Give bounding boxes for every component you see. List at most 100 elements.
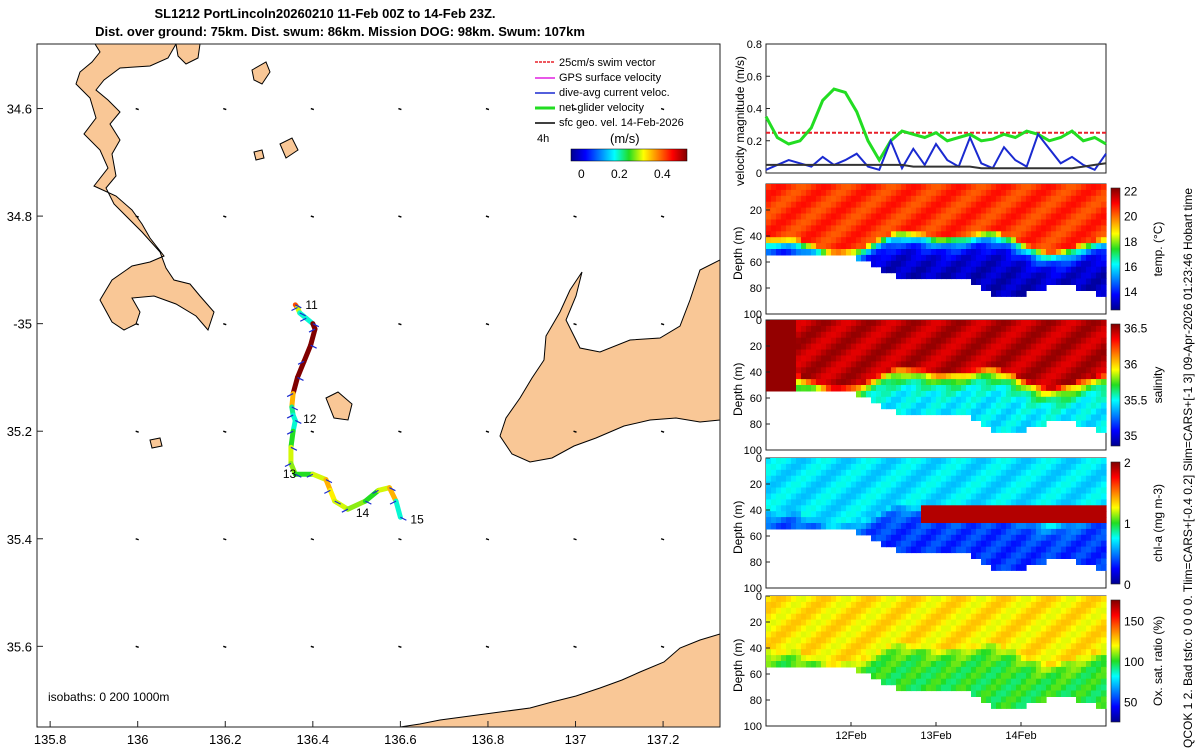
section-cell: [1076, 546, 1082, 554]
section-cell: [811, 325, 817, 333]
section-cell: [856, 596, 862, 603]
section-cell: [1001, 528, 1007, 536]
section-cell: [786, 207, 792, 215]
section-cell: [1011, 613, 1017, 621]
section-cell: [901, 528, 907, 536]
section-cell: [1101, 390, 1107, 398]
section-cell: [791, 481, 797, 489]
section-cell: [796, 596, 802, 603]
section-cell: [796, 207, 802, 215]
section-cell: [926, 475, 932, 483]
section-cell: [886, 511, 892, 518]
section-cell: [906, 361, 912, 368]
section-cell: [971, 684, 977, 692]
section-cell: [1041, 672, 1047, 680]
section-cell: [941, 607, 947, 615]
section-cell: [881, 505, 887, 512]
section-cell: [1051, 231, 1057, 238]
section-cell: [1071, 499, 1077, 506]
section-cell: [1086, 225, 1092, 232]
section-cell: [896, 402, 902, 410]
section-cell: [1086, 517, 1092, 524]
section-cell: [831, 511, 837, 518]
section-cell: [931, 361, 937, 368]
section-cell: [991, 367, 997, 374]
section-cell: [1091, 402, 1097, 410]
section-colorbar: [1110, 461, 1121, 585]
section-cell: [1031, 487, 1037, 494]
section-cell: [1031, 325, 1037, 333]
section-cell: [861, 649, 867, 656]
section-cell: [966, 487, 972, 494]
section-cell: [981, 254, 987, 262]
section-cell: [916, 481, 922, 489]
section-cell: [986, 213, 992, 220]
section-cell: [916, 254, 922, 262]
section-cell: [981, 396, 987, 404]
section-cell: [1081, 260, 1087, 268]
section-cell: [1096, 213, 1102, 220]
section-cell: [1041, 684, 1047, 692]
section-cell: [1051, 349, 1057, 356]
section-cell: [1086, 499, 1092, 506]
section-cell: [1026, 487, 1032, 494]
section-cell: [1081, 552, 1087, 559]
section-cell: [896, 540, 902, 548]
section-cell: [921, 643, 927, 650]
section-cell: [986, 552, 992, 559]
section-cell: [926, 367, 932, 374]
section-cell: [991, 625, 997, 632]
section-cell: [1006, 284, 1012, 291]
section-cell: [941, 661, 947, 668]
section-cell: [1016, 414, 1022, 421]
section-cell: [836, 619, 842, 627]
section-cell: [776, 631, 782, 638]
section-cell: [911, 666, 917, 674]
section-cell: [1006, 511, 1012, 518]
section-cell: [886, 254, 892, 262]
section-cell: [971, 552, 977, 559]
section-cell: [1036, 696, 1042, 703]
sfc-geo-arrow: [310, 107, 315, 111]
section-cell: [991, 702, 997, 709]
section-cell: [906, 219, 912, 226]
section-cell: [1036, 379, 1042, 386]
section-cell: [1081, 475, 1087, 483]
section-cell: [911, 678, 917, 686]
section-cell: [901, 619, 907, 627]
section-cell: [1016, 408, 1022, 416]
section-cell: [951, 225, 957, 232]
day-label: 12: [303, 412, 317, 426]
section-cell: [806, 243, 812, 250]
section-cell: [901, 408, 907, 416]
section-cell: [1016, 337, 1022, 345]
dive-avg-current-arrow: [341, 508, 349, 513]
section-cell: [776, 475, 782, 483]
section-cell: [951, 367, 957, 374]
section-cell: [1036, 367, 1042, 374]
section-cell: [766, 325, 772, 333]
section-cell: [976, 601, 982, 609]
section-cell: [1021, 546, 1027, 554]
section-cell: [926, 254, 932, 262]
section-cell: [1041, 337, 1047, 345]
section-cell: [1006, 678, 1012, 686]
section-cell: [1016, 373, 1022, 380]
section-cell: [926, 625, 932, 632]
colorbar-label: Ox. sat. ratio (%): [1151, 616, 1165, 706]
section-cell: [816, 184, 822, 191]
section-cell: [1026, 243, 1032, 250]
section-cell: [826, 343, 832, 351]
section-cell: [856, 249, 862, 256]
section-cell: [766, 493, 772, 500]
section-cell: [1026, 414, 1032, 421]
section-cell: [811, 481, 817, 489]
section-cell: [961, 184, 967, 191]
section-cell: [921, 367, 927, 374]
section-cell: [1081, 237, 1087, 244]
section-cell: [1091, 552, 1097, 559]
section-cell: [926, 637, 932, 644]
section-cell: [986, 469, 992, 477]
section-cell: [776, 379, 782, 386]
section-cell: [971, 493, 977, 500]
